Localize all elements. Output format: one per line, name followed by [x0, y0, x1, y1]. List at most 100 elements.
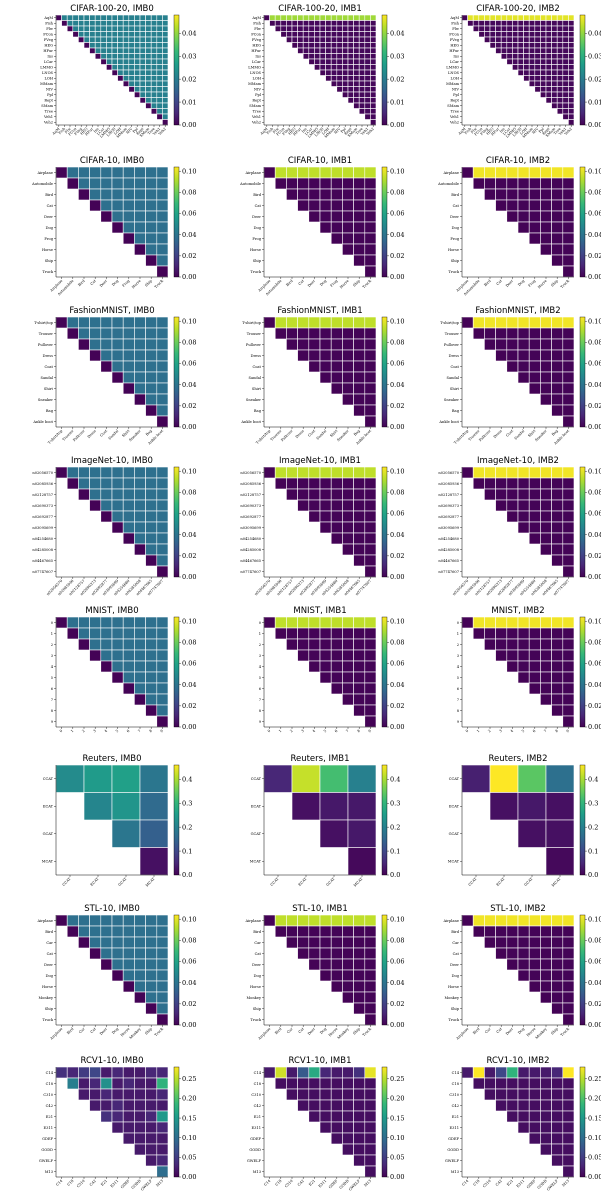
colorbar-tick-label: 0.06 [390, 360, 404, 368]
heatmap-cell [302, 36, 310, 43]
heatmap-cell [353, 627, 366, 640]
heatmap-cell [55, 616, 68, 629]
heatmap-cell [545, 25, 552, 32]
heatmap-cell [330, 980, 343, 993]
heatmap-cell [353, 704, 366, 717]
heatmap-cell [145, 649, 158, 662]
heatmap-cell [319, 25, 326, 32]
y-tick-label: n03095699 [240, 526, 261, 530]
heatmap-cell [528, 466, 541, 479]
heatmap-cell [122, 1088, 135, 1101]
heatmap-cell [156, 75, 163, 82]
panel-cifar-10-imb0: CIFAR-10, IMB0AirplaneAutomobileBirdCatD… [31, 156, 196, 297]
colorbar-tick-label: 0.08 [182, 189, 196, 197]
heatmap-cell [551, 1088, 564, 1101]
heatmap-cell [568, 69, 575, 76]
heatmap-cell [286, 627, 298, 640]
heatmap-cell [353, 64, 360, 71]
heatmap-cell [330, 327, 343, 340]
heatmap-cell [353, 382, 366, 395]
heatmap-cell [319, 477, 332, 490]
heatmap-cell [551, 466, 564, 479]
heatmap-cell [269, 14, 276, 21]
heatmap-cell [319, 327, 332, 340]
heatmap-cell [512, 36, 519, 43]
heatmap-cell [325, 53, 332, 60]
heatmap-cell [528, 510, 541, 523]
heatmap-cell [370, 75, 377, 82]
heatmap-cell [523, 42, 530, 49]
heatmap-cell [128, 86, 135, 93]
heatmap-cell [100, 638, 113, 651]
heatmap-cell [134, 936, 146, 949]
heatmap-cell [517, 521, 530, 534]
y-tick-label: Shirt [44, 387, 54, 391]
heatmap-cell [150, 108, 158, 115]
heatmap-cell [517, 188, 530, 201]
heatmap-cell [106, 20, 113, 27]
heatmap-cell [353, 521, 366, 534]
heatmap-cell [145, 254, 158, 267]
colorbar-tick-label: 0.3 [182, 799, 192, 807]
heatmap-cell [291, 14, 298, 21]
heatmap-cell [330, 53, 338, 60]
y-tick-label: Frog [44, 237, 53, 241]
heatmap-cell [506, 199, 519, 212]
heatmap-cell [534, 69, 541, 76]
heatmap-cell [308, 210, 321, 223]
x-tick-label: Bird [483, 278, 492, 287]
colorbar-tick-label: 0.3 [588, 799, 598, 807]
heatmap-cell [162, 119, 169, 126]
colorbar-tick-label: 0.00 [182, 723, 196, 731]
y-tick-label: C310 [449, 1093, 459, 1097]
heatmap-cell [347, 819, 377, 848]
heatmap-cell [512, 42, 519, 49]
heatmap-cell [551, 521, 564, 534]
heatmap-cell [122, 31, 130, 38]
y-tick-label: Cat [255, 204, 262, 208]
colorbar-tick-label: 0.20 [588, 1095, 601, 1103]
y-tick-label: Ship [451, 259, 460, 263]
panel-title: RCV1-10, IMB1 [288, 1056, 351, 1066]
colorbar-tick-label: 0.10 [390, 467, 404, 475]
panel-cifar-100-20-imb1: CIFAR-100-20, IMB1AqMFishFlwFConFVegHEGH… [248, 4, 404, 139]
x-tick-label: M13 [363, 1178, 372, 1187]
heatmap-cell [568, 25, 575, 32]
heatmap-cell [506, 499, 519, 512]
heatmap-cell [286, 316, 298, 329]
heatmap-cell [156, 466, 169, 479]
heatmap-cell [156, 980, 169, 993]
heatmap-cell [342, 638, 354, 651]
heatmap-cell [156, 113, 163, 120]
heatmap-cell [336, 20, 343, 27]
x-tick-label: Ship [550, 278, 559, 287]
heatmap-cell [78, 925, 90, 938]
heatmap-cell [100, 914, 113, 927]
y-tick-label: CCAT [449, 777, 460, 781]
heatmap-cell [562, 991, 575, 1004]
heatmap-cell [528, 36, 536, 43]
heatmap-cell [100, 936, 113, 949]
heatmap-cell [319, 958, 332, 971]
y-tick-label: Monkey [247, 996, 262, 1000]
heatmap-cell [562, 543, 575, 556]
colorbar [381, 616, 388, 728]
heatmap-cell [353, 958, 366, 971]
x-tick-label: Bag [145, 428, 153, 436]
heatmap-cell [66, 1066, 79, 1079]
heatmap-cell [55, 14, 62, 21]
y-tick-label: Dog [452, 226, 460, 230]
heatmap-cell [111, 47, 118, 54]
heatmap-cell [291, 20, 298, 27]
heatmap-cell [111, 499, 124, 512]
heatmap-cell [145, 936, 158, 949]
heatmap-cell [364, 925, 377, 938]
colorbar [173, 166, 180, 278]
heatmap-cell [528, 177, 541, 190]
heatmap-cell [319, 638, 332, 651]
heatmap-cell [156, 14, 163, 21]
heatmap-cell [551, 36, 558, 43]
heatmap-cell [134, 627, 146, 640]
heatmap-cell [495, 166, 508, 179]
heatmap-cell [540, 969, 552, 982]
